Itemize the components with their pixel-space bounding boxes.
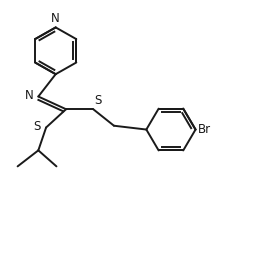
Text: Br: Br <box>198 123 211 136</box>
Text: N: N <box>25 89 34 102</box>
Text: N: N <box>51 12 60 25</box>
Text: S: S <box>95 94 102 107</box>
Text: S: S <box>33 120 40 133</box>
